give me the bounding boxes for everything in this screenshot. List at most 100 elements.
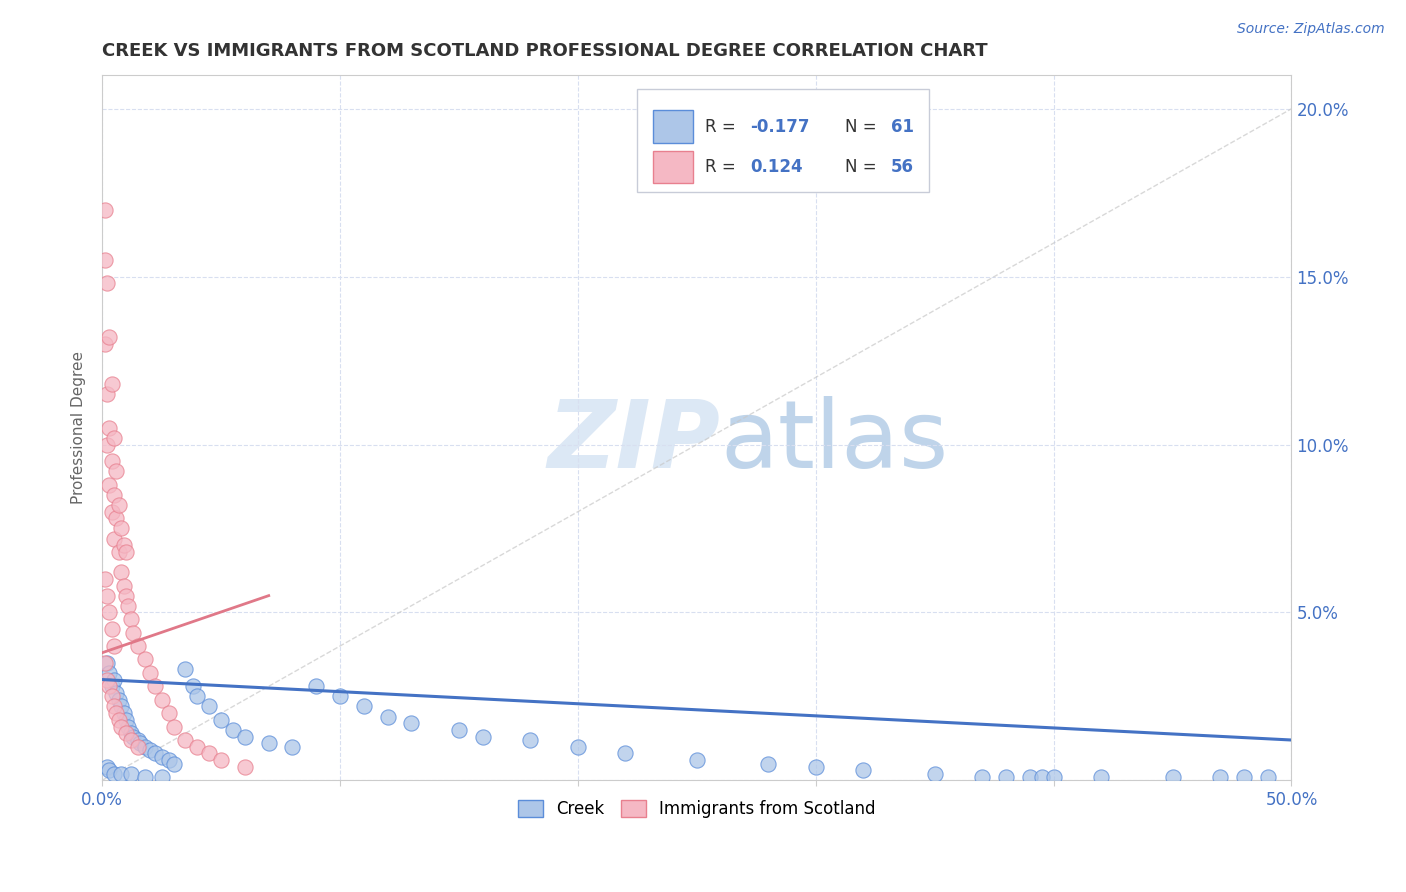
Point [127,739,149,754]
Point [110,699,132,714]
Point [96,387,118,401]
Point [117,720,139,734]
Point [108,713,131,727]
Point [134,739,156,754]
Point [98,478,121,492]
Point [120,733,142,747]
Point [756,756,779,771]
Point [162,720,184,734]
Point [96,760,118,774]
Point [377,709,399,723]
Text: R =: R = [706,118,741,136]
Point [93,252,115,267]
Point [115,589,138,603]
Point [134,770,156,784]
Point [233,730,256,744]
Point [174,663,197,677]
Point [198,699,221,714]
Point [100,690,122,704]
Point [139,743,162,757]
Point [186,690,208,704]
Point [98,421,121,435]
Point [1042,770,1064,784]
Point [96,589,118,603]
Point [614,747,637,761]
Point [112,538,135,552]
Point [112,706,135,720]
Point [93,202,115,217]
Point [519,733,541,747]
Point [105,706,128,720]
Point [98,679,121,693]
Text: 0.124: 0.124 [751,158,803,176]
Point [150,749,173,764]
Point [305,679,328,693]
Point [804,760,827,774]
Point [108,692,131,706]
Point [100,505,122,519]
Text: N =: N = [845,158,883,176]
Point [100,454,122,468]
Point [209,753,232,767]
Point [129,736,152,750]
Point [115,713,138,727]
Text: ZIP: ZIP [548,396,721,488]
Point [103,766,125,780]
Point [143,679,166,693]
Point [257,736,280,750]
Point [100,377,122,392]
Point [93,656,115,670]
Text: -0.177: -0.177 [751,118,810,136]
Point [103,673,125,687]
Point [157,706,180,720]
Text: atlas: atlas [721,396,949,488]
Point [100,622,122,636]
Point [1090,770,1112,784]
Point [98,606,121,620]
Point [115,545,138,559]
Point [567,739,589,754]
Point [108,545,131,559]
Point [157,753,180,767]
Point [112,578,135,592]
Point [1031,770,1053,784]
Point [181,679,204,693]
Point [1018,770,1040,784]
Point [108,498,131,512]
Text: Source: ZipAtlas.com: Source: ZipAtlas.com [1237,22,1385,37]
Text: R =: R = [706,158,741,176]
Point [1257,770,1279,784]
Point [1161,770,1184,784]
Point [281,739,304,754]
Point [134,652,156,666]
Point [150,770,173,784]
Point [103,699,125,714]
Point [110,521,132,535]
Point [103,639,125,653]
Point [96,656,118,670]
Point [972,770,994,784]
Point [162,756,184,771]
Point [105,464,128,478]
Point [233,760,256,774]
Point [353,699,375,714]
Point [401,716,423,731]
Point [447,723,470,737]
FancyBboxPatch shape [652,111,693,143]
Point [174,733,197,747]
Point [1233,770,1256,784]
Point [98,763,121,777]
Point [120,766,142,780]
Point [995,770,1018,784]
Point [198,747,221,761]
Point [115,726,138,740]
Point [222,723,245,737]
Point [120,612,142,626]
Point [100,679,122,693]
Point [105,686,128,700]
Point [150,692,173,706]
Point [93,336,115,351]
Point [127,733,149,747]
Point [105,511,128,525]
Point [103,488,125,502]
